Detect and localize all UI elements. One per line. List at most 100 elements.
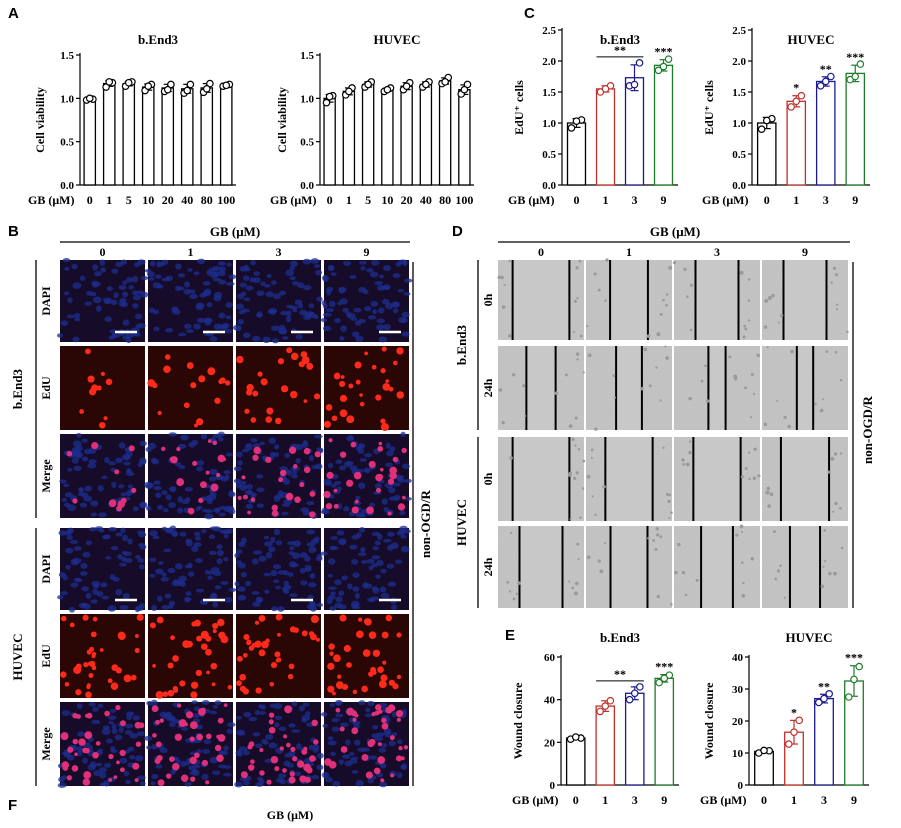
nucleus-dot bbox=[223, 529, 231, 535]
cell-speck bbox=[500, 275, 504, 280]
x-tick-label: 0 bbox=[764, 193, 770, 207]
nucleus-dot bbox=[225, 315, 232, 320]
nucleus-dot bbox=[377, 307, 385, 314]
nucleus-dot bbox=[401, 545, 410, 553]
nucleus-dot bbox=[214, 585, 222, 590]
nucleus-dot bbox=[213, 507, 220, 513]
nucleus-dot bbox=[177, 444, 187, 449]
nucleus-dot bbox=[224, 474, 230, 480]
bar bbox=[200, 87, 214, 186]
nucleus-dot bbox=[177, 507, 184, 514]
edu-positive-dot bbox=[313, 739, 319, 745]
edu-positive-dot bbox=[189, 721, 198, 730]
nucleus-dot bbox=[118, 285, 127, 290]
nucleus-dot bbox=[394, 559, 403, 564]
nucleus-dot bbox=[123, 551, 133, 556]
cell-speck bbox=[665, 356, 669, 360]
edu-positive-dot bbox=[195, 669, 203, 677]
cell-speck bbox=[665, 493, 669, 496]
edu-positive-dot bbox=[172, 655, 179, 662]
nucleus-dot bbox=[272, 338, 279, 344]
data-point bbox=[325, 92, 334, 101]
nucleus-dot bbox=[401, 763, 408, 770]
panel-b-row-label: DAPI bbox=[39, 286, 53, 316]
cell-speck bbox=[776, 399, 779, 402]
nucleus-dot bbox=[210, 592, 217, 598]
nucleus-dot bbox=[364, 713, 374, 718]
nucleus-dot bbox=[64, 267, 70, 271]
nucleus-dot bbox=[316, 603, 324, 607]
y-tick-label: 1.0 bbox=[60, 93, 74, 105]
cell-speck bbox=[590, 448, 594, 452]
nucleus-dot bbox=[327, 740, 337, 746]
nucleus-dot bbox=[272, 293, 281, 300]
nucleus-dot bbox=[132, 290, 138, 296]
edu-positive-dot bbox=[389, 466, 398, 475]
nucleus-dot bbox=[161, 526, 168, 531]
edu-positive-dot bbox=[190, 681, 199, 689]
nucleus-dot bbox=[195, 304, 204, 311]
nucleus-dot bbox=[359, 260, 367, 265]
cell-speck bbox=[774, 577, 778, 581]
edu-positive-dot bbox=[239, 673, 247, 681]
edu-positive-dot bbox=[60, 732, 69, 741]
edu-positive-dot bbox=[223, 703, 228, 707]
nucleus-dot bbox=[145, 483, 153, 489]
edu-positive-dot bbox=[236, 680, 242, 687]
nucleus-dot bbox=[342, 307, 349, 313]
nucleus-dot bbox=[287, 541, 296, 546]
edu-positive-dot bbox=[382, 660, 387, 665]
nucleus-dot bbox=[129, 754, 136, 760]
edu-positive-dot bbox=[190, 691, 198, 699]
edu-positive-dot bbox=[64, 681, 70, 687]
nucleus-dot bbox=[185, 540, 193, 547]
nucleus-dot bbox=[377, 533, 383, 541]
edu-positive-dot bbox=[380, 778, 385, 783]
data-point bbox=[625, 695, 634, 704]
y-tick-label: 0 bbox=[738, 780, 744, 792]
nucleus-dot bbox=[183, 288, 191, 295]
wound-gap bbox=[610, 260, 648, 340]
nucleus-dot bbox=[392, 272, 401, 279]
nucleus-dot bbox=[358, 700, 366, 706]
data-point bbox=[222, 81, 231, 90]
nucleus-dot bbox=[358, 552, 367, 557]
cell-speck bbox=[643, 347, 648, 352]
nucleus-dot bbox=[217, 261, 226, 266]
nucleus-dot bbox=[191, 768, 198, 774]
edu-positive-dot bbox=[314, 451, 321, 458]
y-tick-label: 0.5 bbox=[542, 149, 556, 161]
edu-positive-dot bbox=[352, 717, 357, 722]
edu-positive-dot bbox=[135, 741, 142, 747]
nucleus-dot bbox=[374, 280, 384, 286]
nucleus-dot bbox=[337, 538, 347, 545]
cell-speck bbox=[684, 593, 688, 597]
nucleus-dot bbox=[253, 550, 263, 555]
edu-positive-dot bbox=[396, 632, 402, 638]
edu-positive-dot bbox=[108, 499, 117, 508]
data-point bbox=[654, 66, 663, 75]
nucleus-dot bbox=[197, 505, 203, 510]
edu-positive-dot bbox=[186, 640, 193, 648]
edu-positive-dot bbox=[350, 441, 357, 448]
nucleus-dot bbox=[372, 725, 379, 730]
edu-positive-dot bbox=[74, 752, 78, 757]
nucleus-dot bbox=[268, 742, 278, 749]
nucleus-dot bbox=[98, 767, 108, 773]
nucleus-dot bbox=[193, 271, 200, 276]
nucleus-dot bbox=[236, 293, 245, 300]
edu-positive-dot bbox=[377, 742, 382, 747]
nucleus-dot bbox=[369, 755, 378, 760]
x-tick-label: 0 bbox=[574, 193, 580, 207]
nucleus-dot bbox=[263, 572, 271, 577]
cell-speck bbox=[508, 259, 511, 263]
nucleus-dot bbox=[206, 302, 213, 308]
nucleus-dot bbox=[269, 451, 276, 458]
nucleus-dot bbox=[387, 531, 395, 537]
edu-positive-dot bbox=[242, 688, 249, 695]
nucleus-dot bbox=[203, 739, 212, 745]
nucleus-dot bbox=[151, 744, 158, 750]
edu-positive-dot bbox=[303, 447, 311, 455]
